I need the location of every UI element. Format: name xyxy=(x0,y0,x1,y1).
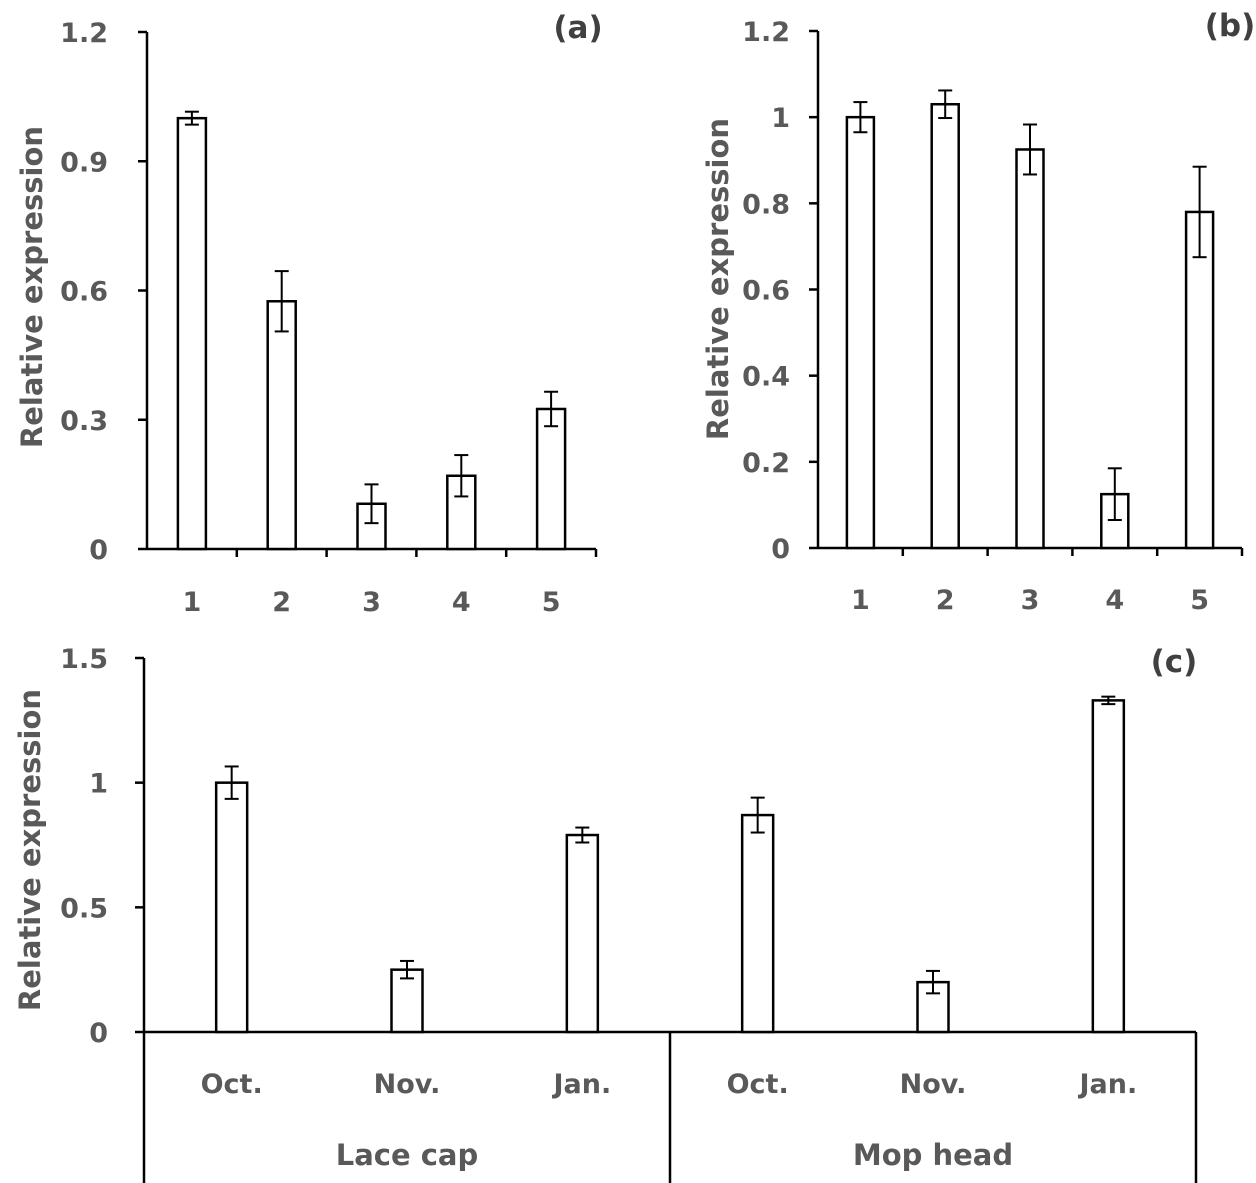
y-tick-label: 0.4 xyxy=(742,362,790,393)
x-tick-label: 4 xyxy=(1105,585,1124,616)
y-tick-label: 0.6 xyxy=(60,277,108,308)
panel-label: (c) xyxy=(1151,644,1198,680)
x-tick-label: Nov. xyxy=(900,1069,967,1100)
panel-label: (a) xyxy=(553,10,602,46)
y-tick-label: 0.8 xyxy=(742,189,790,220)
y-tick-label: 1.5 xyxy=(60,644,108,675)
x-tick-label: 5 xyxy=(1190,585,1209,616)
y-tick-label: 0 xyxy=(89,1018,108,1049)
y-axis-title: Relative expression xyxy=(13,689,47,1011)
x-tick-label: 5 xyxy=(542,587,561,618)
y-tick-label: 0 xyxy=(771,534,790,565)
y-tick-label: 0.2 xyxy=(742,448,790,479)
x-tick-label: 3 xyxy=(362,587,381,618)
y-tick-label: 1.2 xyxy=(60,18,108,49)
bar xyxy=(1015,148,1045,550)
y-tick-label: 0.3 xyxy=(60,406,108,437)
y-tick-label: 1 xyxy=(771,103,790,134)
x-tick-label: 1 xyxy=(183,587,202,618)
bar xyxy=(740,813,775,1034)
panel-label: (b) xyxy=(1205,8,1256,44)
bar xyxy=(845,115,876,550)
y-tick-label: 0.6 xyxy=(742,276,790,307)
x-tick-label: 1 xyxy=(851,585,870,616)
y-tick-label: 1 xyxy=(89,769,108,800)
bar xyxy=(266,300,297,551)
bar xyxy=(1091,699,1126,1034)
y-axis-title: Relative expression xyxy=(701,118,735,440)
y-tick-label: 1.2 xyxy=(742,17,790,48)
group-label: Mop head xyxy=(853,1138,1013,1172)
panel-a-chart: 0 0.3 0.6 0.9 1.2 1 2 3 4 5 Relative expression (a) xyxy=(15,10,603,618)
bar xyxy=(214,781,249,1034)
bar xyxy=(1184,210,1215,550)
x-tick-label: 2 xyxy=(272,587,291,618)
y-tick-label: 0 xyxy=(89,535,108,566)
bar xyxy=(390,968,424,1034)
bar xyxy=(535,407,567,551)
panel-b-chart: 0 0.2 0.4 0.6 0.8 1 1.2 1 2 3 4 5 Relative expressio… xyxy=(701,8,1255,616)
x-tick-label: Jan. xyxy=(1077,1069,1137,1100)
x-tick-label: 3 xyxy=(1021,585,1040,616)
bar xyxy=(565,833,600,1034)
y-axis-title: Relative expression xyxy=(15,126,49,448)
x-tick-label: Oct. xyxy=(727,1069,789,1100)
group-label: Lace cap xyxy=(336,1138,479,1172)
x-tick-label: 2 xyxy=(936,585,955,616)
x-tick-label: Nov. xyxy=(374,1069,441,1100)
bar xyxy=(176,116,208,551)
x-tick-label: Jan. xyxy=(551,1069,611,1100)
y-tick-label: 0.5 xyxy=(60,893,108,924)
panel-c-chart: 0 0.5 1 1.5 Lace cap Mop head Oct. Nov. Jan. Oct.… xyxy=(13,644,1197,1183)
bar xyxy=(930,102,960,550)
y-tick-label: 0.9 xyxy=(60,147,108,178)
x-tick-label: Oct. xyxy=(201,1069,263,1100)
x-tick-label: 4 xyxy=(452,587,471,618)
